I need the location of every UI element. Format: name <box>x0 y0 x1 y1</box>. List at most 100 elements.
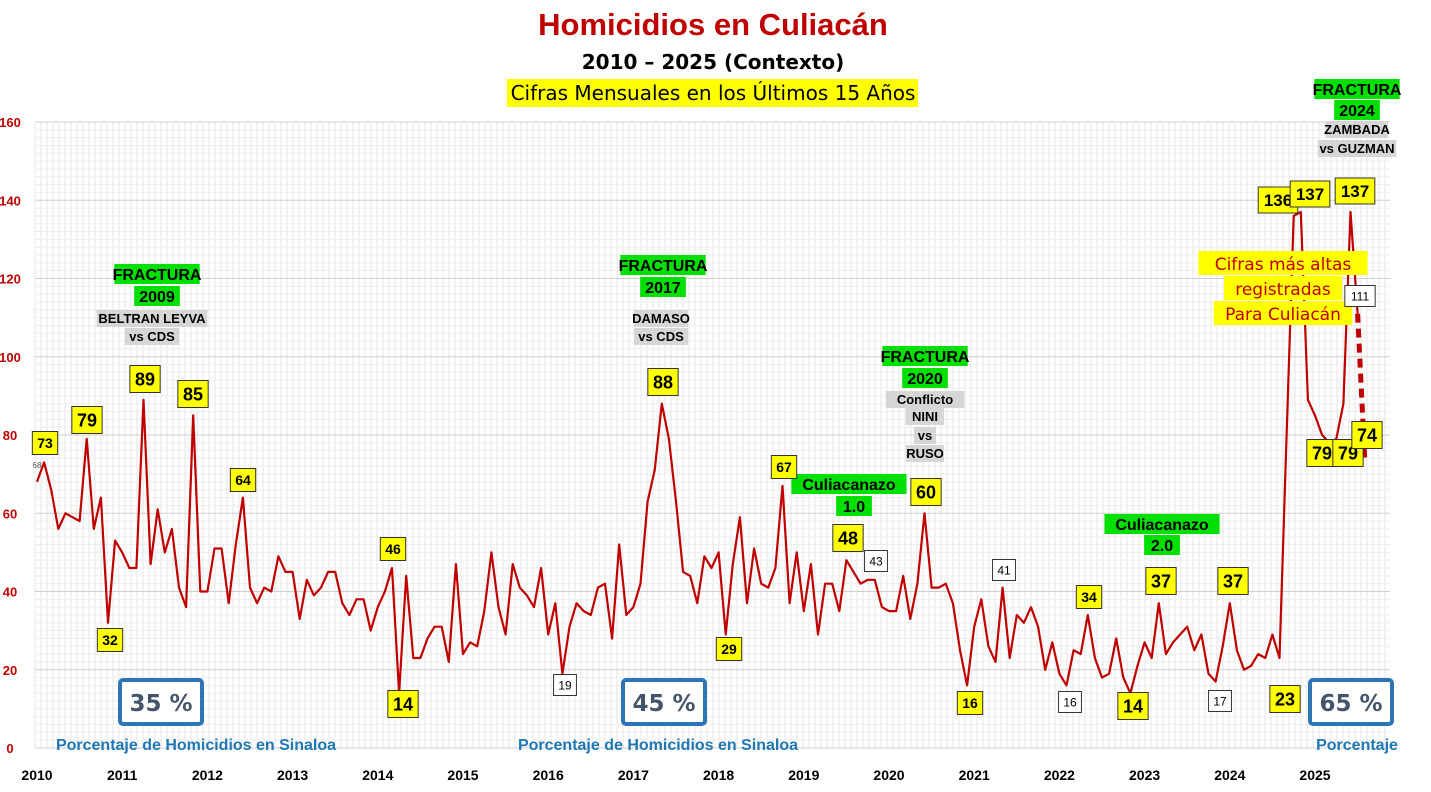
x-tick-label: 2021 <box>959 767 990 783</box>
point-label-box <box>956 691 984 715</box>
point-label: 73 <box>37 435 53 451</box>
x-tick-label: 2011 <box>107 767 138 783</box>
annotation-bg <box>633 310 689 327</box>
point-label: 14 <box>393 694 413 714</box>
callout-bg <box>1223 276 1343 300</box>
annotation-bg <box>902 368 948 388</box>
point-label-box <box>1351 421 1383 449</box>
point-label: 64 <box>235 472 251 488</box>
x-tick-label: 2024 <box>1214 767 1245 783</box>
point-label-box <box>229 468 257 492</box>
point-label-box <box>770 455 798 479</box>
point-label: 74 <box>1357 425 1377 445</box>
point-label-box <box>1334 177 1376 205</box>
annotation-text: 2009 <box>139 289 175 306</box>
annotation-text: vs CDS <box>638 329 684 344</box>
point-label-box <box>1217 567 1249 595</box>
y-tick-label: 40 <box>3 585 17 600</box>
point-label: 17 <box>1213 694 1227 708</box>
x-tick-label: 2015 <box>447 767 478 783</box>
point-labels-layer: 68 73 79 32 89 85 64 46 14 19 88 29 67 48 43 60 16 41 16 34… <box>31 177 1383 720</box>
annotation-text: 2.0 <box>1151 538 1173 555</box>
point-label: 37 <box>1151 571 1171 591</box>
callout-text: registradas <box>1235 280 1331 300</box>
point-label: 37 <box>1223 571 1243 591</box>
y-tick-label: 60 <box>3 506 17 521</box>
annotation-bg <box>885 391 965 408</box>
point-label-box <box>1058 691 1082 713</box>
point-label-box <box>1344 285 1376 307</box>
callout-bg <box>1213 301 1353 325</box>
grid-lines <box>34 121 1390 749</box>
percent-box-value: 65 % <box>1319 691 1382 717</box>
y-tick-label: 100 <box>0 350 21 365</box>
point-label-box <box>379 537 407 561</box>
annotation-text: FRACTURA <box>619 258 708 275</box>
percent-box <box>1308 678 1394 726</box>
point-label-box <box>992 559 1016 581</box>
callout-text: Para Culiacán <box>1225 305 1341 325</box>
point-label: 79 <box>1312 443 1332 463</box>
percent-boxes: 35 % 45 % 65 % Porcentaje de Homicidios en … <box>56 678 1398 754</box>
point-label: 29 <box>721 641 737 657</box>
point-label-box <box>1075 585 1103 609</box>
annotation-text: FRACTURA <box>1313 82 1402 99</box>
annotation-text: 2020 <box>907 371 943 388</box>
annotation-bg <box>836 496 872 516</box>
annotation-text: 2024 <box>1339 103 1375 120</box>
chart-title: Homicidios en Culiacán <box>538 7 888 42</box>
point-label-box <box>1208 690 1232 712</box>
point-label: 34 <box>1081 589 1097 605</box>
annotation-text: Culiacanazo <box>802 477 896 494</box>
annotation-bg <box>633 328 689 345</box>
annotation-text: 2017 <box>645 280 681 297</box>
annotation-text: Conflicto <box>897 392 953 407</box>
x-tick-label: 2023 <box>1129 767 1160 783</box>
point-label-box <box>71 406 103 434</box>
annotation-text: vs CDS <box>129 329 175 344</box>
x-axis: 2010 2011 2012 2013 2014 2015 2016 2017 2018 2019… <box>21 767 1330 783</box>
chart-subtitle2: Cifras Mensuales en los Últimos 15 Años <box>511 81 916 105</box>
annotation-text: 1.0 <box>843 499 865 516</box>
y-tick-label: 20 <box>3 663 17 678</box>
percent-caption: Porcentaje <box>1316 737 1398 754</box>
annotation-bg <box>905 445 945 462</box>
point-label-box <box>1289 180 1331 208</box>
annotation-bg <box>1104 514 1220 534</box>
annotation-bg <box>905 408 945 425</box>
point-label: 136 <box>1264 191 1292 210</box>
x-tick-label: 2018 <box>703 767 734 783</box>
point-label: 41 <box>997 563 1011 577</box>
point-label-box <box>1269 685 1301 713</box>
y-tick-label: 0 <box>6 741 13 756</box>
percent-caption: Porcentaje de Homicidios en Sinaloa <box>56 737 336 754</box>
annotation-bg <box>134 286 180 306</box>
y-axis: 0 20 40 60 80 100 120 140 160 <box>0 115 21 756</box>
x-tick-label: 2022 <box>1044 767 1075 783</box>
x-tick-label: 2012 <box>192 767 223 783</box>
annotation-bg <box>1317 140 1397 157</box>
annotation-text: RUSO <box>906 446 944 461</box>
annotation-bg <box>1314 79 1400 99</box>
annotation-bg <box>620 255 706 275</box>
point-label: 88 <box>653 372 673 392</box>
callout-bg <box>1198 251 1368 275</box>
point-label: 137 <box>1296 185 1324 204</box>
point-label-box <box>31 431 59 455</box>
x-tick-label: 2017 <box>618 767 649 783</box>
annotation-text: FRACTURA <box>113 267 202 284</box>
annotation-text: BELTRAN LEYVA <box>98 311 206 326</box>
point-label: 137 <box>1341 182 1369 201</box>
annotation-text: DAMASO <box>632 311 690 326</box>
point-label: 23 <box>1275 689 1295 709</box>
point-label-box <box>1117 692 1149 720</box>
x-tick-label: 2010 <box>21 767 52 783</box>
x-tick-label: 2025 <box>1299 767 1330 783</box>
percent-caption: Porcentaje de Homicidios en Sinaloa <box>518 737 798 754</box>
annotations-layer: FRACTURA 2009 BELTRAN LEYVA vs CDS FRACTURA 2… <box>96 79 1402 555</box>
annotation-text: Culiacanazo <box>1115 517 1209 534</box>
annotation-bg <box>114 264 200 284</box>
chart-subtitle: 2010 – 2025 (Contexto) <box>582 50 844 74</box>
point-label: 85 <box>183 384 203 404</box>
